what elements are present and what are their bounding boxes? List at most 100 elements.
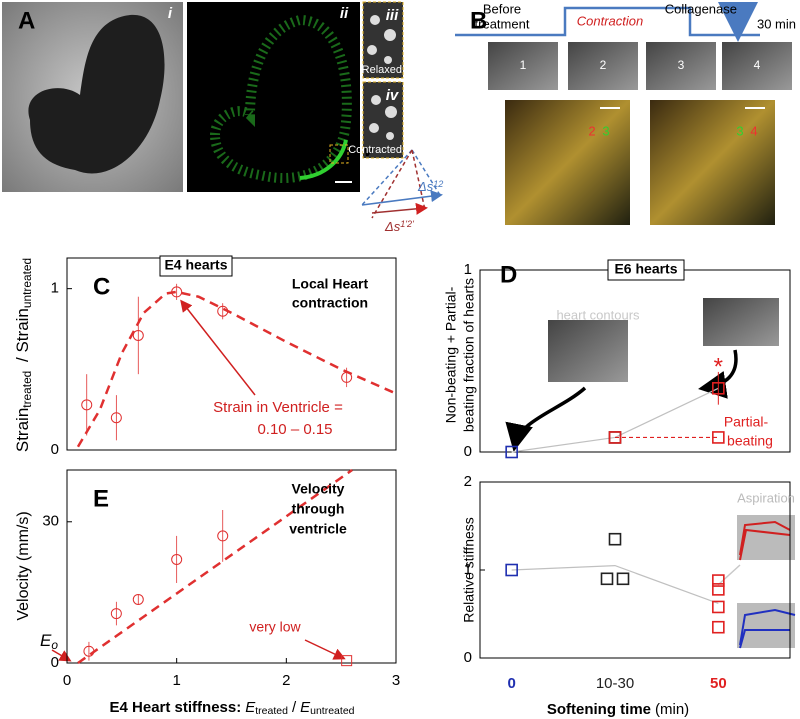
arrow	[505, 386, 587, 452]
label: Contraction	[577, 13, 643, 28]
pointer	[717, 564, 741, 586]
label: 3	[736, 123, 743, 138]
fit-line	[76, 290, 397, 448]
label: Non-beating + Partial-	[443, 286, 459, 423]
point	[712, 431, 725, 444]
point	[712, 574, 725, 587]
label: 2	[588, 123, 595, 138]
contracted-image	[362, 81, 404, 159]
label: treatment	[475, 16, 530, 31]
label: Δs12	[417, 179, 443, 195]
label: 10-30	[596, 675, 634, 692]
text-part: /	[292, 699, 297, 716]
label: iv	[386, 87, 400, 104]
label: Contracted	[348, 144, 402, 156]
contour-image-1	[548, 320, 628, 382]
text-part: untreated	[20, 258, 34, 308]
label: 2	[464, 473, 472, 490]
label: 0	[51, 654, 59, 671]
contour-image-2	[703, 298, 779, 346]
relaxed-image	[362, 1, 404, 79]
label: 4	[754, 58, 761, 72]
label: Relative stiffness	[461, 517, 477, 623]
point	[600, 572, 614, 586]
text-part: E	[300, 699, 311, 716]
text-part: 1'2'	[400, 219, 414, 229]
label: through	[292, 501, 345, 517]
label: 3	[678, 58, 685, 72]
low-point	[341, 655, 353, 667]
point	[171, 553, 183, 565]
point	[217, 530, 229, 542]
point	[171, 286, 183, 298]
point	[505, 445, 518, 459]
text-part: / Strain	[13, 308, 32, 367]
label: C	[93, 273, 110, 300]
trend-line	[511, 564, 719, 605]
point	[505, 563, 518, 577]
label: Eo	[40, 631, 58, 651]
frames	[488, 42, 792, 225]
label: E4 hearts	[164, 257, 227, 273]
point	[712, 583, 725, 596]
label: ii	[340, 5, 349, 22]
label: Straintreated / Strainuntreated	[13, 258, 33, 452]
heart-shape	[28, 14, 165, 174]
text-part: (min)	[655, 701, 689, 718]
point	[608, 532, 622, 546]
text-part: Δs	[384, 219, 401, 234]
zoom-box	[329, 144, 349, 164]
label: 0	[51, 441, 59, 458]
label: 30 min	[757, 16, 796, 31]
label: Strain in Ventricle =	[213, 399, 343, 416]
label: 0	[464, 649, 472, 666]
text-part: o	[51, 638, 58, 652]
label: 1	[464, 561, 472, 578]
point	[110, 412, 122, 424]
text-part: 12	[433, 179, 443, 189]
text-part: Strain	[13, 408, 32, 452]
cell-dots	[367, 15, 397, 140]
label: i	[168, 5, 173, 22]
point	[712, 600, 725, 614]
point	[83, 645, 95, 657]
annotation-arrow	[51, 649, 72, 662]
point	[132, 329, 144, 341]
label: E6 hearts	[614, 261, 677, 277]
label: 0	[507, 675, 515, 692]
label: Δs1'2'	[384, 219, 414, 235]
label: Velocity	[292, 481, 345, 497]
label: 0.10 – 0.15	[257, 421, 332, 438]
label: 50	[710, 675, 727, 692]
label: 3	[392, 672, 400, 689]
label: 1	[51, 280, 59, 297]
label: Local Heart	[292, 276, 369, 292]
label: Before	[483, 1, 521, 16]
point	[217, 305, 229, 317]
text-part: treated	[255, 705, 288, 717]
label: 3	[602, 123, 609, 138]
point	[608, 431, 622, 444]
title-box	[159, 255, 233, 277]
label: Velocity (mm/s)	[15, 511, 32, 620]
label: 2	[282, 672, 290, 689]
label: beating fraction of hearts	[461, 278, 477, 432]
point	[712, 381, 725, 395]
plot-frame	[66, 469, 397, 664]
text-part: Δs	[417, 179, 434, 194]
text-part: treated	[20, 371, 34, 408]
point	[712, 620, 725, 634]
aspiration-trace	[739, 520, 791, 561]
annotation-arrow	[304, 639, 346, 660]
timeline	[455, 6, 760, 37]
point	[616, 572, 630, 586]
bright-edge	[299, 139, 348, 180]
label: 2	[600, 58, 607, 72]
text-part: E	[40, 631, 52, 650]
title-box	[607, 259, 685, 281]
text-part: Softening time	[547, 701, 651, 718]
label: E	[93, 485, 109, 512]
label: 1	[464, 261, 472, 278]
label: contraction	[292, 295, 368, 311]
